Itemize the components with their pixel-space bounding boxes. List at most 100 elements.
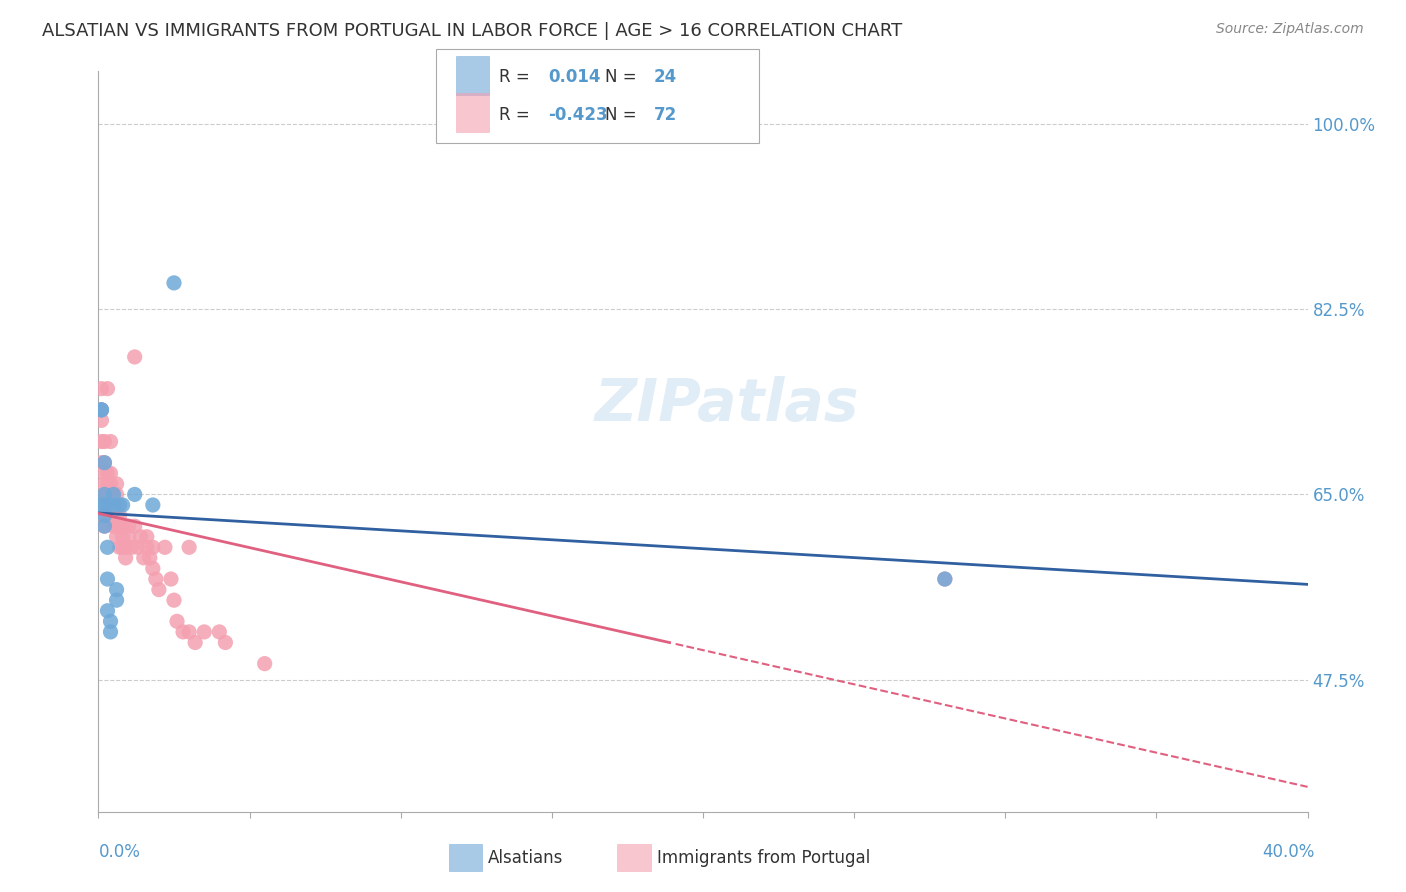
Point: [135, 541, 157, 555]
Point: [103, 508, 125, 523]
Point: [100, 498, 122, 512]
Point: [111, 541, 134, 555]
Point: [135, 530, 157, 544]
Point: [105, 487, 128, 501]
Point: [108, 519, 131, 533]
Point: [96, 487, 118, 501]
Point: [90, 402, 112, 417]
Point: [100, 508, 122, 523]
Point: [93, 456, 115, 470]
Point: [105, 582, 128, 597]
Text: 72: 72: [654, 105, 678, 123]
Point: [96, 476, 118, 491]
Point: [103, 487, 125, 501]
Point: [139, 550, 162, 565]
Point: [132, 550, 155, 565]
Point: [103, 498, 125, 512]
Point: [118, 530, 141, 544]
Point: [163, 593, 186, 607]
Point: [111, 519, 134, 533]
Point: [105, 519, 128, 533]
Text: -0.423: -0.423: [548, 105, 607, 123]
Point: [96, 467, 118, 481]
Point: [142, 498, 165, 512]
Point: [163, 276, 186, 290]
Point: [96, 572, 118, 586]
Point: [129, 530, 152, 544]
Point: [96, 382, 118, 396]
Point: [90, 382, 112, 396]
Point: [127, 541, 149, 555]
Point: [142, 561, 165, 575]
Point: [93, 467, 115, 481]
Point: [90, 498, 112, 512]
Text: N =: N =: [605, 69, 641, 87]
Point: [108, 541, 131, 555]
Point: [166, 615, 188, 629]
Point: [111, 530, 134, 544]
Point: [111, 498, 134, 512]
Point: [193, 624, 215, 639]
Point: [172, 624, 194, 639]
Point: [93, 434, 115, 449]
Text: ZIPatlas: ZIPatlas: [595, 376, 859, 433]
Text: ALSATIAN VS IMMIGRANTS FROM PORTUGAL IN LABOR FORCE | AGE > 16 CORRELATION CHART: ALSATIAN VS IMMIGRANTS FROM PORTUGAL IN …: [42, 22, 903, 40]
Point: [100, 615, 122, 629]
Point: [90, 402, 112, 417]
Point: [184, 635, 207, 649]
Point: [93, 487, 115, 501]
Point: [124, 350, 146, 364]
Point: [124, 487, 146, 501]
Text: N =: N =: [605, 105, 641, 123]
Point: [93, 487, 115, 501]
Point: [103, 498, 125, 512]
Text: R =: R =: [499, 69, 536, 87]
Point: [100, 467, 122, 481]
Text: Source: ZipAtlas.com: Source: ZipAtlas.com: [1216, 22, 1364, 37]
Point: [105, 498, 128, 512]
Point: [103, 487, 125, 501]
Text: R =: R =: [499, 105, 536, 123]
Point: [96, 541, 118, 555]
Point: [105, 476, 128, 491]
Point: [934, 572, 956, 586]
Point: [124, 519, 146, 533]
Point: [100, 487, 122, 501]
Text: Immigrants from Portugal: Immigrants from Portugal: [657, 849, 870, 867]
Point: [90, 434, 112, 449]
Point: [93, 508, 115, 523]
Point: [96, 604, 118, 618]
Point: [114, 550, 136, 565]
Point: [934, 572, 956, 586]
Point: [214, 635, 236, 649]
Point: [105, 593, 128, 607]
Point: [253, 657, 276, 671]
Point: [93, 487, 115, 501]
Text: 24: 24: [654, 69, 678, 87]
Point: [177, 541, 201, 555]
Point: [105, 508, 128, 523]
Point: [90, 456, 112, 470]
Point: [100, 624, 122, 639]
Point: [105, 530, 128, 544]
Point: [96, 487, 118, 501]
Point: [153, 541, 176, 555]
Point: [103, 508, 125, 523]
Point: [103, 519, 125, 533]
Text: 0.0%: 0.0%: [98, 843, 141, 861]
Point: [114, 541, 136, 555]
Text: 40.0%: 40.0%: [1263, 843, 1315, 861]
Point: [96, 498, 118, 512]
Point: [142, 541, 165, 555]
Point: [108, 498, 131, 512]
Point: [93, 498, 115, 512]
Point: [93, 456, 115, 470]
Point: [108, 508, 131, 523]
Point: [93, 476, 115, 491]
Point: [208, 624, 231, 639]
Point: [118, 519, 141, 533]
Point: [100, 476, 122, 491]
Point: [90, 402, 112, 417]
Point: [93, 508, 115, 523]
Point: [160, 572, 183, 586]
